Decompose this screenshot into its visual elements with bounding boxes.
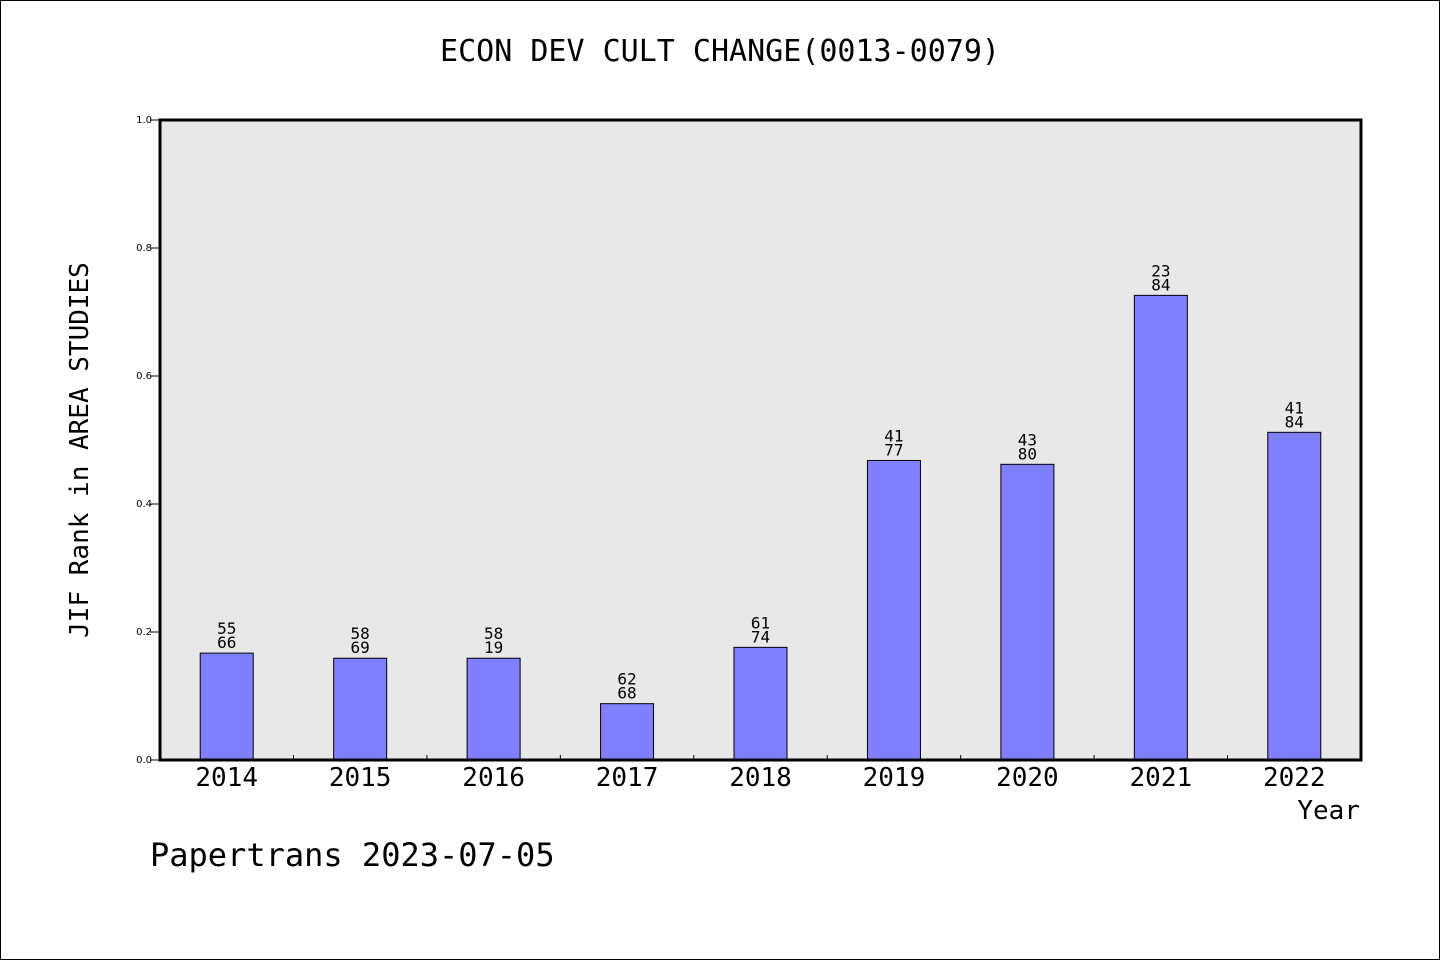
plot-border [158,118,1363,762]
bar-2018 [733,646,788,761]
bar-rank-label: 43 [1018,430,1037,449]
x-tick-label: 2020 [996,763,1059,793]
y-tick-label: 0.4 [136,499,152,510]
x-tick-label: 2022 [1263,763,1326,793]
x-tick-label: 2021 [1130,763,1193,793]
x-tick-label: 2016 [462,763,525,793]
bar-total-label: 84 [1151,275,1170,294]
bar-2016 [466,657,521,761]
x-tick-label: 2019 [863,763,926,793]
chart-title: ECON DEV CULT CHANGE(0013-0079) [440,34,1000,69]
axis-labels: 0.00.20.40.60.81.05566201458692015581920… [136,115,1325,793]
bar-total-label: 69 [351,638,370,657]
bars-group [199,294,1322,761]
x-tick-label: 2014 [195,763,258,793]
y-tick-label: 0.6 [136,371,152,382]
bar-2015 [333,657,388,761]
y-tick-label: 0.2 [136,627,152,638]
bar-total-label: 80 [1018,444,1037,463]
bar-total-label: 66 [217,633,236,652]
bar-rank-label: 61 [751,613,770,632]
bar-total-label: 77 [884,440,903,459]
y-tick-label: 1.0 [136,115,152,126]
x-tick-label: 2015 [329,763,392,793]
bar-rank-label: 23 [1151,261,1170,280]
x-tick-label: 2017 [596,763,659,793]
x-tick-label: 2018 [729,763,792,793]
bar-total-label: 74 [751,627,770,646]
bar-2022 [1267,431,1322,761]
bar-total-label: 19 [484,638,503,657]
footer-credit: Papertrans 2023-07-05 [150,836,555,874]
bar-rank-label: 41 [1285,398,1304,417]
bar-2019 [866,459,921,761]
bar-2017 [600,703,655,761]
bar-rank-label: 62 [617,670,636,689]
bar-rank-label: 58 [351,624,370,643]
bar-2014 [199,652,254,761]
x-axis-title: Year [1297,796,1360,826]
y-tick-label: 0.0 [136,755,152,766]
bar-total-label: 68 [617,684,636,703]
y-tick-label: 0.8 [136,243,152,254]
bar-rank-label: 41 [884,426,903,445]
bar-total-label: 84 [1285,412,1304,431]
bar-rank-label: 58 [484,624,503,643]
bar-2020 [1000,463,1055,761]
bar-2021 [1133,294,1188,761]
bar-rank-label: 55 [217,619,236,638]
